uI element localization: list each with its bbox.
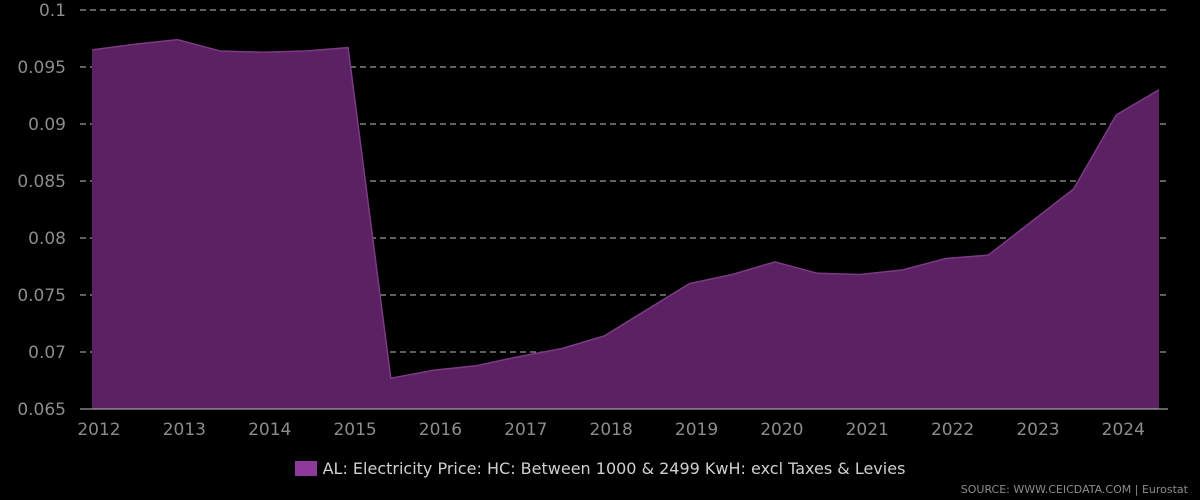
series-line <box>91 38 1160 380</box>
y-tick-label: 0.07 <box>28 343 66 363</box>
y-tick-label: 0.085 <box>17 172 66 192</box>
x-tick-label: 2023 <box>1016 420 1059 440</box>
x-axis-tick-labels: 2012 2013 2014 2015 2016 2017 2018 2019 2020 2021… <box>77 420 1145 440</box>
y-tick-label: 0.095 <box>17 58 66 78</box>
x-tick-label: 2018 <box>590 420 633 440</box>
legend-label: AL: Electricity Price: HC: Between 1000 … <box>322 459 906 478</box>
x-tick-label: 2016 <box>419 420 462 440</box>
x-tick-label: 2014 <box>248 420 291 440</box>
legend-swatch <box>294 461 317 476</box>
x-tick-label: 2017 <box>504 420 547 440</box>
x-tick-label: 2013 <box>163 420 206 440</box>
x-tick-label: 2020 <box>760 420 803 440</box>
x-tick-label: 2021 <box>846 420 889 440</box>
y-tick-label: 0.075 <box>17 286 66 306</box>
source-credit[interactable]: SOURCE: WWW.CEICDATA.COM | Eurostat <box>960 483 1188 496</box>
x-tick-label: 2012 <box>77 420 120 440</box>
x-tick-label: 2022 <box>931 420 974 440</box>
y-tick-label: 0.09 <box>28 115 66 135</box>
series-area <box>91 38 1160 409</box>
y-tick-label: 0.1 <box>39 1 66 21</box>
y-axis-tick-labels: 0.065 0.07 0.075 0.08 0.085 0.09 0.095 0.1 <box>17 1 66 420</box>
x-tick-label: 2024 <box>1102 420 1145 440</box>
x-tick-label: 2019 <box>675 420 718 440</box>
legend[interactable]: AL: Electricity Price: HC: Between 1000 … <box>0 459 1200 478</box>
series-area-fill <box>92 39 1159 409</box>
y-tick-label: 0.065 <box>17 400 66 420</box>
x-tick-label: 2015 <box>333 420 376 440</box>
y-tick-label: 0.08 <box>28 229 66 249</box>
